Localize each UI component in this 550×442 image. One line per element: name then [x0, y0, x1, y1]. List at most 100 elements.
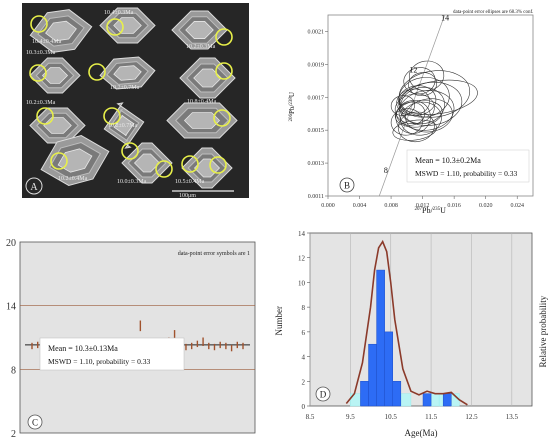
zircon-core	[113, 65, 142, 81]
mswd-text: MSWD = 1.10, probability = 0.33	[48, 357, 150, 366]
error-note: data-point error symbols are 1	[178, 251, 250, 257]
y-tick-label: 10	[298, 279, 306, 287]
y-tick-label: 4	[302, 354, 306, 362]
probability-curve	[345, 239, 468, 406]
panel-letter-circle	[339, 177, 355, 193]
error-ellipse	[397, 111, 435, 143]
zircon-grain	[166, 102, 238, 139]
y-tick-label: 2	[302, 378, 306, 386]
histogram-bar	[368, 343, 377, 407]
concordia-diagram: 0.000 0.004 0.008 0.012 0.016 0.020 0.024 0.001…	[288, 10, 534, 215]
error-ellipse	[398, 79, 478, 115]
x-tick-label: 12.5	[465, 413, 478, 421]
zircon-core	[45, 20, 77, 42]
histogram-bar-light	[400, 393, 412, 407]
spot-age-label: 10.2±0.7Ma	[110, 85, 140, 91]
spot-age-label: 10.4±0.4Ma	[32, 39, 62, 45]
x-tick-label: 11.5	[425, 413, 437, 421]
error-note: data-point error ellipses are 68.3% conf…	[453, 10, 533, 15]
spot-age-label: 10.2±0.7Ma	[108, 123, 138, 129]
age-histogram: 8.5 9.5 10.5 11.5 12.5 13.5 0 2 4 6 8 10 12 14 Number A…	[274, 230, 548, 438]
analysis-spot-circle	[209, 156, 227, 174]
spot-age-label: 10.4±0.3Ma	[104, 10, 134, 16]
y-tick-label: 0.0011	[308, 194, 324, 200]
histogram-bar	[384, 331, 393, 407]
panel-letter-circle	[315, 386, 331, 402]
histogram-bar-light	[438, 393, 444, 407]
spot-age-label: 10.2±0.3Ma	[26, 100, 56, 106]
error-ellipse	[405, 98, 453, 133]
histogram-bar	[422, 393, 432, 407]
plot-frame	[309, 232, 533, 407]
spot-age-label: 10.3±0.3Ma	[26, 50, 56, 56]
panel-letter: C	[32, 418, 38, 428]
histogram-bar	[442, 393, 452, 407]
histogram-bar	[376, 269, 385, 407]
analysis-spot-circle	[213, 109, 231, 127]
zircon-grain	[171, 10, 228, 50]
spot-age-label: 10.5±0.4Ma	[175, 179, 205, 185]
zircon-core	[193, 158, 221, 178]
zircon-core	[183, 112, 221, 129]
zircon-grain	[29, 57, 81, 94]
y-tick-label: 12	[298, 255, 306, 263]
x-tick-label: 9.5	[346, 413, 355, 421]
panel-letter: D	[320, 390, 327, 400]
y-tick-label: 8	[302, 304, 306, 312]
y-tick-label: 2	[11, 429, 16, 440]
concordia-curve	[378, 14, 446, 197]
panel-letter-circle	[27, 414, 43, 430]
histogram-bar-light	[430, 393, 440, 407]
histogram-bar	[392, 381, 402, 407]
spot-age-label: 10.2±0.4Ma	[58, 176, 88, 182]
analysis-spot-circle	[103, 107, 121, 125]
analysis-spot-circle	[155, 160, 173, 178]
spot-age-label: 10.8±0.4Ma	[187, 99, 217, 105]
scale-bar-label: 100μm	[179, 193, 196, 199]
analysis-spot-circle	[215, 62, 233, 80]
x-tick-label: 0.008	[384, 203, 398, 209]
error-ellipse	[397, 85, 437, 116]
error-ellipse	[400, 101, 442, 136]
error-ellipse	[392, 119, 437, 141]
y-axis-label: Number	[274, 306, 284, 336]
zircon-core	[185, 21, 214, 39]
concordia-age-label: 14	[441, 13, 449, 22]
x-tick-label: 0.016	[447, 203, 461, 209]
analysis-spot-circle	[36, 107, 54, 125]
analysis-spot-circle	[121, 142, 139, 160]
mswd-text: MSWD = 1.10, probability = 0.33	[415, 169, 517, 178]
x-tick-label: 10.5	[385, 413, 398, 421]
panel-letter-circle	[25, 177, 43, 195]
y-tick-label: 0.0013	[308, 161, 325, 167]
concordia-age-label: 12	[409, 65, 417, 74]
x-tick-label: 13.5	[506, 413, 519, 421]
mean-text: Mean = 10.3±0.13Ma	[48, 344, 118, 353]
cl-image-mosaic: A	[25, 7, 238, 195]
y-tick-label: 0.0017	[308, 95, 325, 101]
mean-text: Mean = 10.3±0.2Ma	[415, 156, 481, 165]
panel-letter: B	[344, 181, 350, 191]
error-ellipse	[408, 60, 445, 92]
x-axis-label: Age(Ma)	[405, 428, 438, 438]
y-tick-label: 20	[6, 238, 16, 249]
y-tick-label: 0	[302, 403, 306, 411]
cl-image-panel: A 10.4±0.4Ma 10.4±0.3Ma 10.3±0.3Ma 10.2±…	[22, 3, 249, 199]
panel-letter: A	[30, 182, 38, 193]
x-tick-label: 0.004	[353, 203, 367, 209]
x-tick-label: 0.000	[321, 203, 335, 209]
y-axis-label: 206Pb/238U	[288, 92, 296, 121]
analysis-spot-circle	[50, 152, 68, 170]
y-tick-label: 14	[6, 302, 16, 313]
analysis-spot-circle	[88, 63, 106, 81]
error-ellipse	[396, 101, 426, 126]
y-tick-label: 6	[302, 329, 306, 337]
zircon-grain	[40, 134, 110, 187]
y-tick-label: 8	[11, 365, 16, 376]
analysis-spot-circle	[29, 64, 47, 82]
spot-age-label: 10.0±0.3Ma	[117, 179, 147, 185]
zircon-grain	[29, 9, 93, 53]
x-tick-label: 8.5	[306, 413, 315, 421]
analysis-spot-circle	[181, 155, 199, 173]
y-tick-label: 0.0021	[308, 29, 325, 35]
